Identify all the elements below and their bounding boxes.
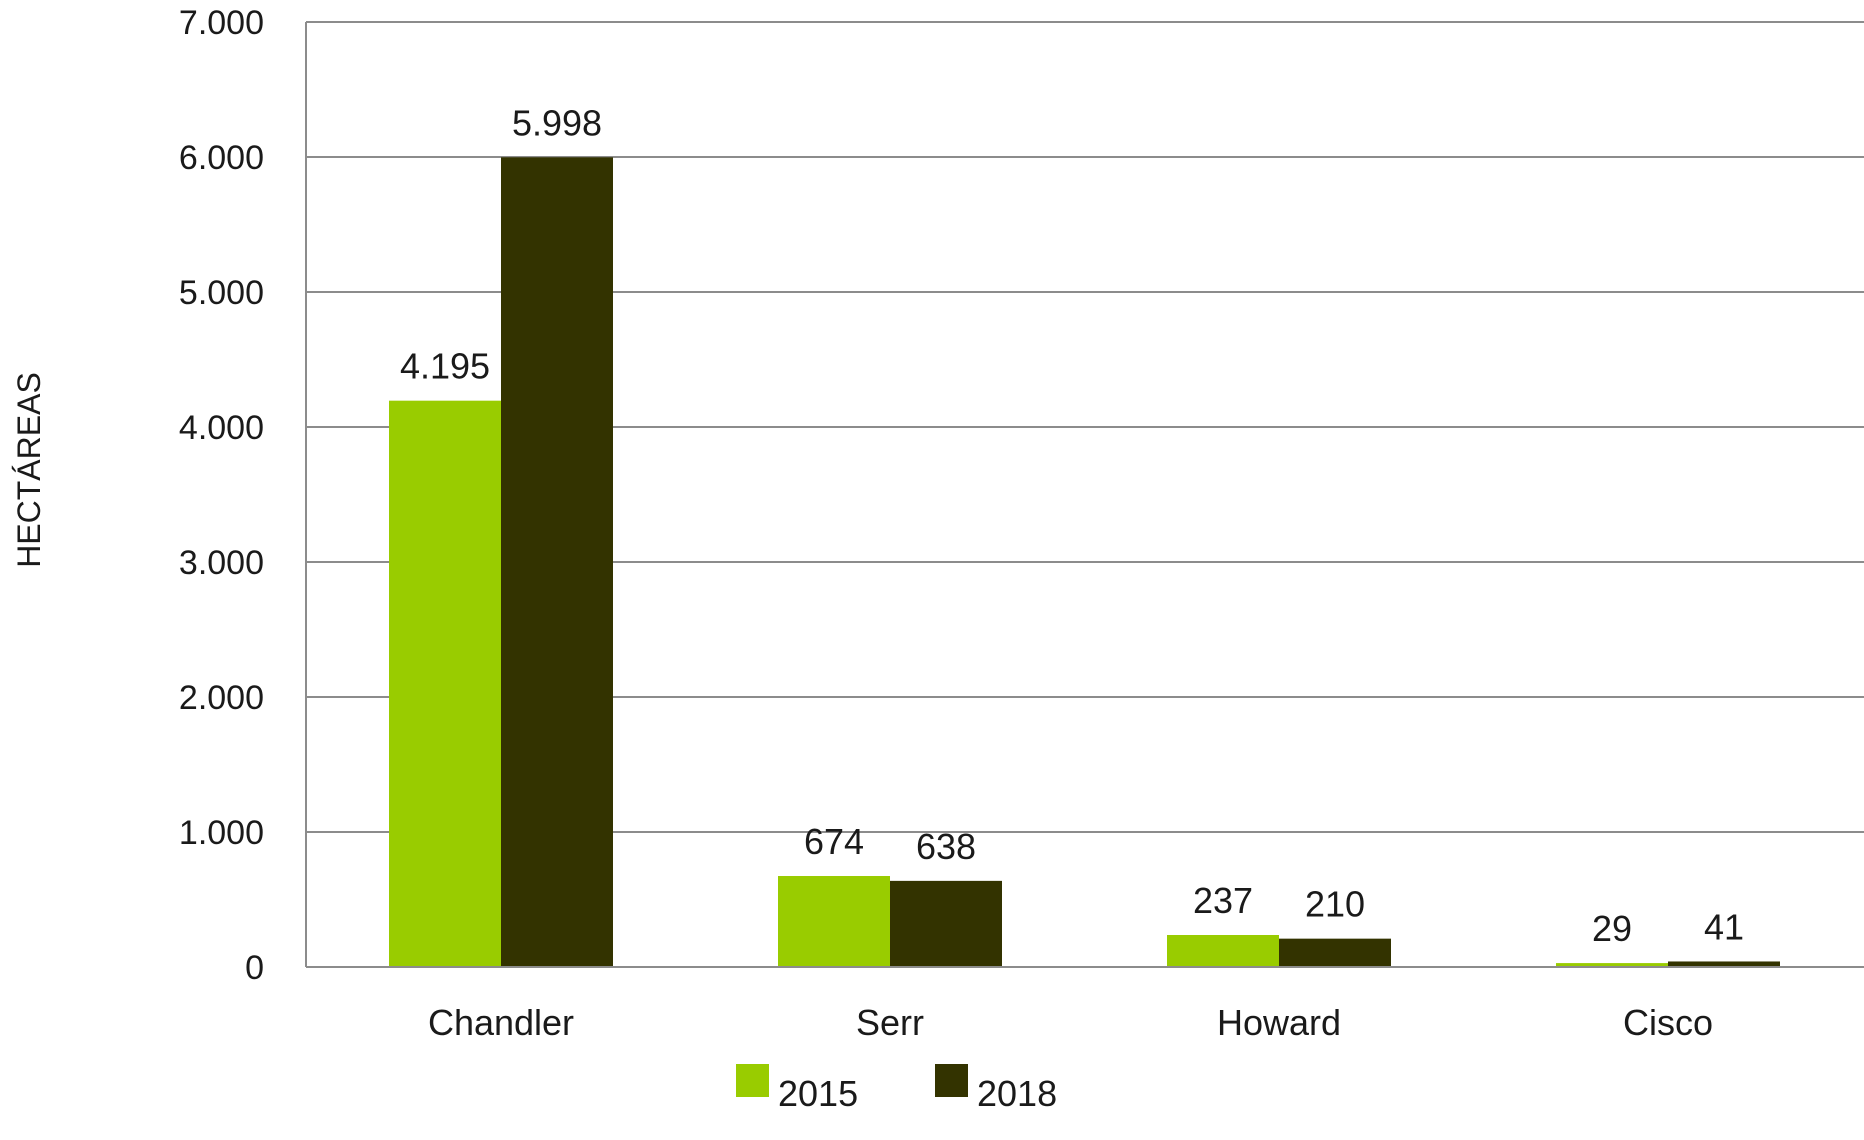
y-tick-label: 6.000 xyxy=(179,139,264,177)
x-tick-labels: Chandler Serr Howard Cisco xyxy=(428,1002,1713,1043)
bar-2015-chandler xyxy=(389,400,501,967)
y-tick-label: 5.000 xyxy=(179,274,264,312)
data-labels: 4.195 5.998 674 638 237 210 29 41 xyxy=(400,102,1744,949)
y-tick-label: 1.000 xyxy=(179,814,264,852)
x-tick-label: Cisco xyxy=(1623,1002,1713,1043)
data-label: 4.195 xyxy=(400,346,490,387)
x-tick-label: Serr xyxy=(856,1002,924,1043)
x-tick-label: Howard xyxy=(1217,1002,1341,1043)
data-label: 29 xyxy=(1592,908,1632,949)
y-tick-label: 2.000 xyxy=(179,679,264,717)
y-tick-label: 4.000 xyxy=(179,409,264,447)
data-label: 638 xyxy=(916,826,976,867)
bar-2015-serr xyxy=(778,876,890,967)
y-tick-labels: 0 1.000 2.000 3.000 4.000 5.000 6.000 7.000 xyxy=(179,4,264,987)
legend-swatch xyxy=(736,1064,769,1097)
y-tick-label: 0 xyxy=(245,949,264,987)
bar-2018-serr xyxy=(890,880,1002,967)
legend-label: 2018 xyxy=(977,1073,1057,1114)
data-label: 210 xyxy=(1305,884,1365,925)
data-label: 674 xyxy=(804,821,864,862)
bar-2018-chandler xyxy=(501,157,613,967)
axes xyxy=(305,22,1864,968)
x-tick-label: Chandler xyxy=(428,1002,574,1043)
data-label: 5.998 xyxy=(512,102,602,143)
data-label: 237 xyxy=(1193,880,1253,921)
bar-2018-cisco xyxy=(1668,961,1780,967)
bar-2015-cisco xyxy=(1556,963,1668,967)
data-label: 41 xyxy=(1704,906,1744,947)
legend-label: 2015 xyxy=(778,1073,858,1114)
y-axis-title: HECTÁREAS xyxy=(11,372,47,568)
y-tick-label: 7.000 xyxy=(179,4,264,42)
bar-2015-howard xyxy=(1167,935,1279,967)
bars xyxy=(389,157,1780,967)
legend: 2015 2018 xyxy=(736,1064,1057,1114)
legend-swatch xyxy=(935,1064,968,1097)
bar-2018-howard xyxy=(1279,938,1391,967)
y-tick-label: 3.000 xyxy=(179,544,264,582)
